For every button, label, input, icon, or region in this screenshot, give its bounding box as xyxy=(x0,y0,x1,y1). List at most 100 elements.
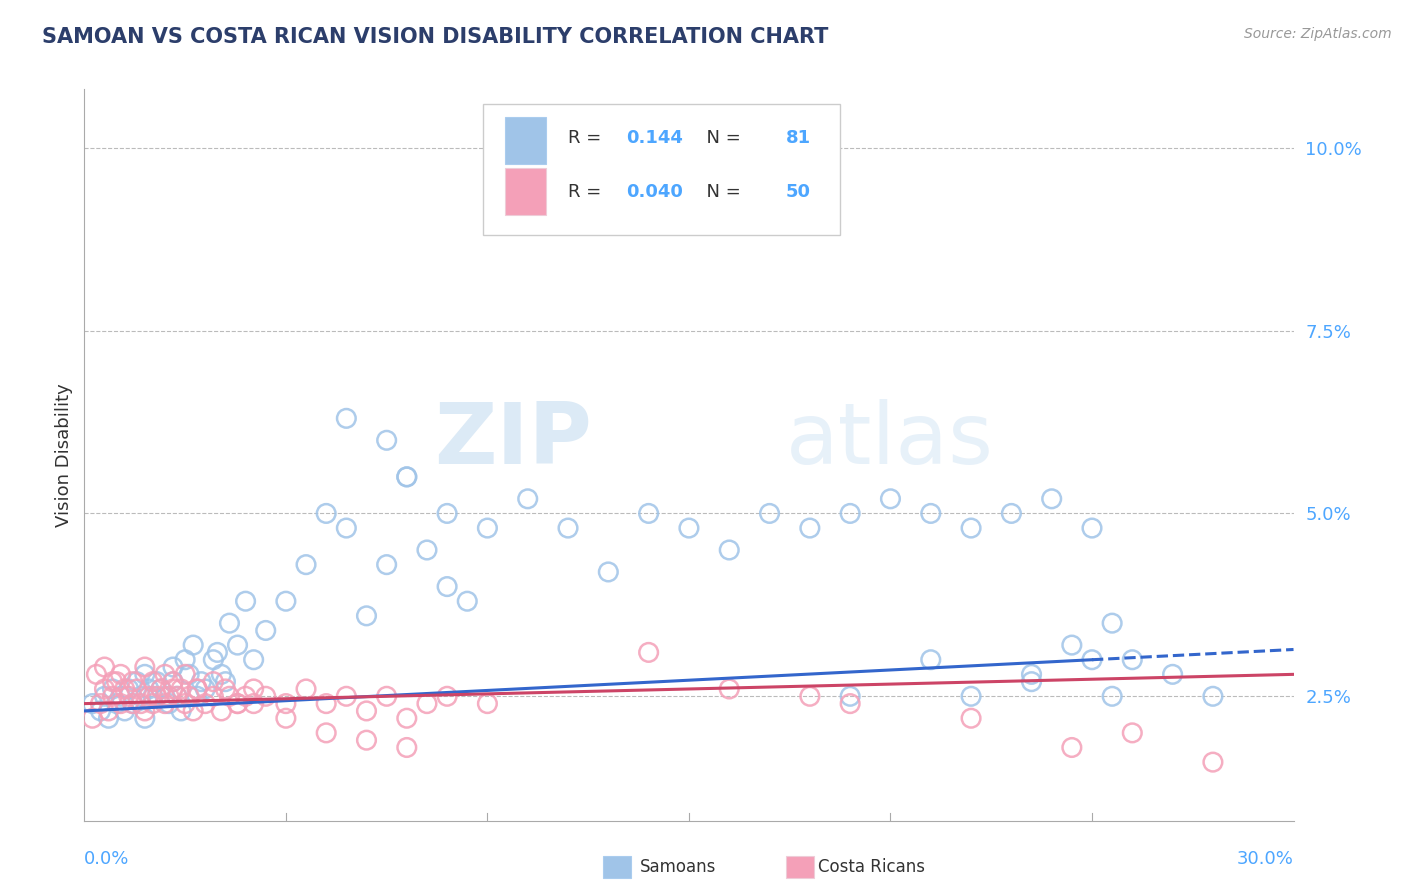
Point xyxy=(93,690,115,704)
Point xyxy=(1040,491,1063,506)
Point xyxy=(214,681,236,696)
Point xyxy=(678,521,700,535)
Point xyxy=(118,681,141,696)
Point xyxy=(181,704,204,718)
Point xyxy=(226,697,249,711)
Point xyxy=(375,690,398,704)
Point xyxy=(118,690,141,704)
Point xyxy=(82,697,104,711)
Point xyxy=(1021,674,1043,689)
Text: R =: R = xyxy=(568,183,607,201)
Point xyxy=(93,681,115,696)
Point xyxy=(254,624,277,638)
Text: Source: ZipAtlas.com: Source: ZipAtlas.com xyxy=(1244,27,1392,41)
Point xyxy=(110,697,132,711)
Point xyxy=(125,674,148,689)
Point xyxy=(718,681,741,696)
Point xyxy=(207,645,229,659)
Point xyxy=(416,543,439,558)
Point xyxy=(235,690,257,704)
Point xyxy=(335,521,357,535)
Point xyxy=(226,638,249,652)
Point xyxy=(125,681,148,696)
Point xyxy=(315,726,337,740)
Point xyxy=(190,674,212,689)
Point xyxy=(170,681,193,696)
Point xyxy=(82,711,104,725)
Point xyxy=(356,704,378,718)
Point xyxy=(254,690,277,704)
Point xyxy=(170,704,193,718)
Point xyxy=(1000,507,1022,521)
Point xyxy=(356,733,378,747)
Point xyxy=(121,697,143,711)
Point xyxy=(242,653,264,667)
Point xyxy=(138,690,160,704)
Point xyxy=(121,674,143,689)
Point xyxy=(839,690,862,704)
Point xyxy=(181,638,204,652)
Point xyxy=(960,690,983,704)
Point xyxy=(162,660,184,674)
Point xyxy=(166,690,188,704)
Point xyxy=(1101,690,1123,704)
FancyBboxPatch shape xyxy=(505,117,547,164)
Point xyxy=(134,667,156,681)
Point xyxy=(758,507,780,521)
Text: Samoans: Samoans xyxy=(640,858,716,876)
Point xyxy=(179,667,201,681)
Point xyxy=(146,674,169,689)
Point xyxy=(174,697,197,711)
Point xyxy=(375,434,398,448)
Text: R =: R = xyxy=(568,129,607,147)
Point xyxy=(477,521,499,535)
Point xyxy=(315,507,337,521)
Point xyxy=(960,711,983,725)
Point xyxy=(149,681,172,696)
Point xyxy=(186,681,208,696)
Point xyxy=(557,521,579,535)
Point xyxy=(226,697,249,711)
Y-axis label: Vision Disability: Vision Disability xyxy=(55,383,73,527)
Point xyxy=(114,704,136,718)
Point xyxy=(557,214,579,228)
Point xyxy=(920,507,942,521)
Point xyxy=(242,681,264,696)
Point xyxy=(157,697,180,711)
Point xyxy=(110,667,132,681)
Point xyxy=(105,697,128,711)
Point xyxy=(209,704,232,718)
Text: N =: N = xyxy=(695,129,747,147)
FancyBboxPatch shape xyxy=(505,169,547,215)
Point xyxy=(799,521,821,535)
Point xyxy=(186,690,208,704)
Text: 30.0%: 30.0% xyxy=(1237,850,1294,868)
Point xyxy=(194,681,217,696)
Point xyxy=(839,507,862,521)
Point xyxy=(97,711,120,725)
Point xyxy=(142,697,165,711)
Point xyxy=(202,674,225,689)
Point xyxy=(146,690,169,704)
Point xyxy=(1081,521,1104,535)
Point xyxy=(114,681,136,696)
Point xyxy=(456,594,478,608)
Point xyxy=(218,690,240,704)
Point xyxy=(218,616,240,631)
Point xyxy=(395,470,418,484)
Text: 0.144: 0.144 xyxy=(626,129,683,147)
Point xyxy=(121,697,143,711)
Point xyxy=(162,674,184,689)
Point xyxy=(1161,667,1184,681)
Text: 50: 50 xyxy=(786,183,811,201)
Point xyxy=(1021,667,1043,681)
Point xyxy=(375,558,398,572)
Point xyxy=(101,674,124,689)
Point xyxy=(89,697,111,711)
Point xyxy=(129,697,152,711)
Point xyxy=(242,697,264,711)
Point xyxy=(186,681,208,696)
Point xyxy=(598,565,620,579)
Point xyxy=(395,711,418,725)
Point xyxy=(138,681,160,696)
